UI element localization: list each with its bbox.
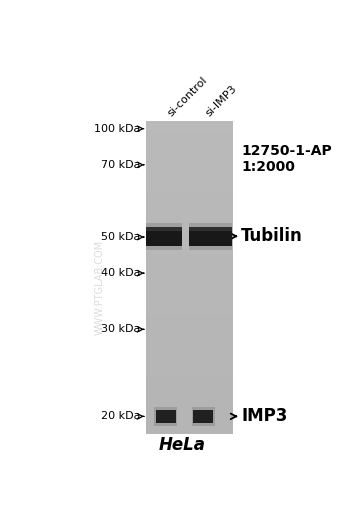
Text: si-control: si-control bbox=[166, 75, 209, 119]
Bar bbox=[189, 222, 232, 250]
Bar bbox=[146, 227, 182, 246]
Bar bbox=[156, 410, 176, 423]
Bar bbox=[146, 227, 182, 231]
Text: WWW.PTGLAB.COM: WWW.PTGLAB.COM bbox=[95, 240, 105, 334]
Bar bbox=[193, 410, 213, 423]
Bar bbox=[154, 407, 177, 426]
Bar bbox=[146, 222, 182, 250]
Text: 20 kDa: 20 kDa bbox=[101, 412, 140, 421]
Bar bbox=[189, 227, 232, 246]
Bar bbox=[189, 227, 232, 231]
Text: 30 kDa: 30 kDa bbox=[101, 324, 140, 334]
Text: 40 kDa: 40 kDa bbox=[101, 268, 140, 278]
Text: 12750-1-AP
1:2000: 12750-1-AP 1:2000 bbox=[241, 144, 332, 174]
Text: 50 kDa: 50 kDa bbox=[101, 232, 140, 242]
Text: 100 kDa: 100 kDa bbox=[94, 123, 140, 134]
Text: IMP3: IMP3 bbox=[241, 407, 287, 425]
Text: Tubilin: Tubilin bbox=[241, 227, 303, 245]
Text: si-IMP3: si-IMP3 bbox=[203, 84, 238, 119]
Text: HeLa: HeLa bbox=[158, 436, 205, 454]
Bar bbox=[192, 407, 215, 426]
Text: 70 kDa: 70 kDa bbox=[101, 160, 140, 170]
